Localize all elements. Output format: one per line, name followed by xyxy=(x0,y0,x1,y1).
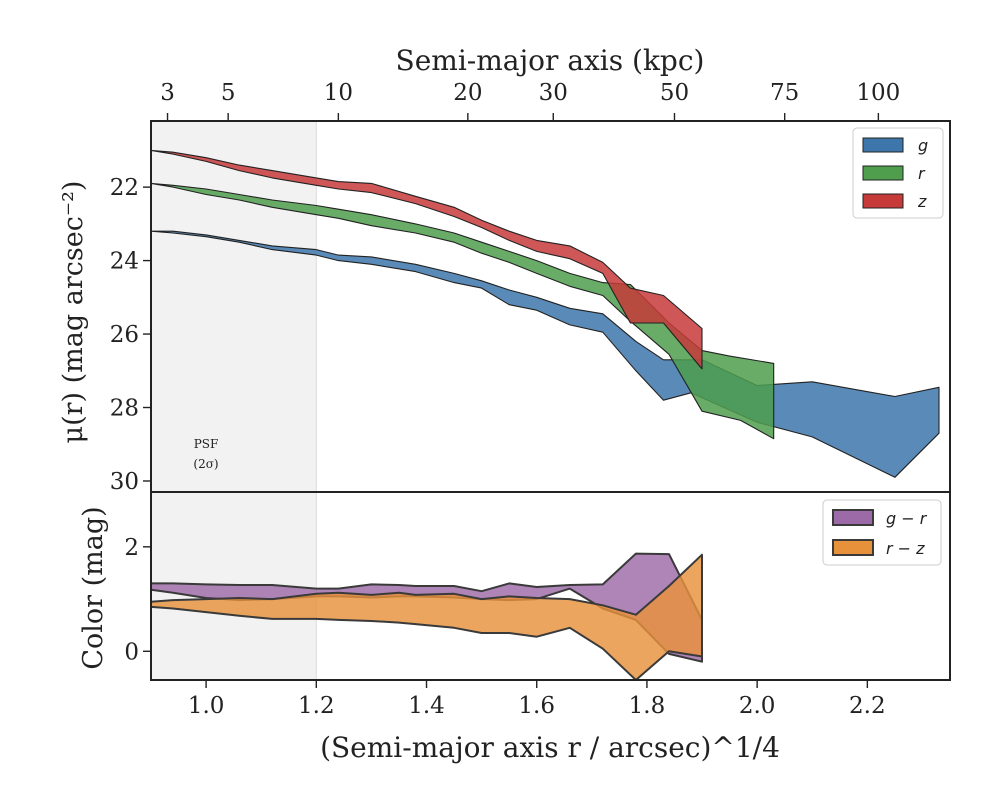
kpc-tick-label: 10 xyxy=(324,80,353,106)
bottom-legend: g − r r − z xyxy=(822,499,942,566)
legend-label-r-z: r − z xyxy=(886,539,925,558)
psf-region-top xyxy=(151,121,317,492)
series-band-z xyxy=(151,149,703,370)
x-tick-label: 1.0 xyxy=(188,693,225,719)
legend-swatch-g xyxy=(862,137,904,153)
top-y-axis-label: μ(r) (mag arcsec⁻²) xyxy=(58,181,89,444)
axis-ticks: 22 24 26 28 30 3 5 10 20 30 50 75 100 0 2 1.0 1.2 1.4 1.6 1… xyxy=(110,80,901,719)
psf-label-line1: PSF xyxy=(194,437,219,451)
y-tick-label: 30 xyxy=(110,469,139,495)
kpc-tick-label: 50 xyxy=(660,80,689,106)
x-tick-label: 1.8 xyxy=(629,693,666,719)
top-legend: g r z xyxy=(852,127,944,219)
psf-label-line2: (2σ) xyxy=(193,457,218,471)
kpc-tick-label: 30 xyxy=(539,80,568,106)
y-tick-label: 22 xyxy=(110,175,139,201)
y-tick-label: 24 xyxy=(110,249,139,275)
bottom-panel-series xyxy=(151,552,703,680)
legend-label-g: g xyxy=(918,136,928,155)
kpc-tick-label: 5 xyxy=(221,80,236,106)
legend-label-z: z xyxy=(917,192,927,211)
top-axis-label: Semi-major axis (kpc) xyxy=(396,44,705,77)
legend-swatch-r-z xyxy=(832,539,874,556)
color-band-r-minus-z xyxy=(151,553,703,680)
y-tick-label: 28 xyxy=(110,396,139,422)
color-y-tick-label: 2 xyxy=(124,535,139,561)
legend-swatch-z xyxy=(862,193,904,209)
bottom-panel-frame xyxy=(150,491,951,681)
x-tick-label: 1.2 xyxy=(298,693,335,719)
legend-swatch-g-r xyxy=(832,509,874,526)
bottom-y-axis-label: Color (mag) xyxy=(78,506,109,669)
bottom-x-axis-label: (Semi-major axis r / arcsec)^1/4 xyxy=(320,731,780,764)
x-tick-label: 1.4 xyxy=(408,693,445,719)
kpc-tick-label: 100 xyxy=(856,80,900,106)
color-y-tick-label: 0 xyxy=(124,639,139,665)
x-tick-label: 2.0 xyxy=(739,693,776,719)
series-band-g xyxy=(151,230,940,478)
kpc-tick-label: 3 xyxy=(160,80,175,106)
top-panel-series xyxy=(151,149,940,478)
legend-label-r: r xyxy=(918,164,926,183)
x-tick-label: 2.2 xyxy=(849,693,886,719)
legend-swatch-r xyxy=(862,165,904,181)
y-tick-label: 26 xyxy=(110,322,139,348)
legend-label-g-r: g − r xyxy=(886,509,928,528)
x-tick-label: 1.6 xyxy=(518,693,555,719)
kpc-tick-label: 20 xyxy=(453,80,482,106)
kpc-tick-label: 75 xyxy=(770,80,799,106)
